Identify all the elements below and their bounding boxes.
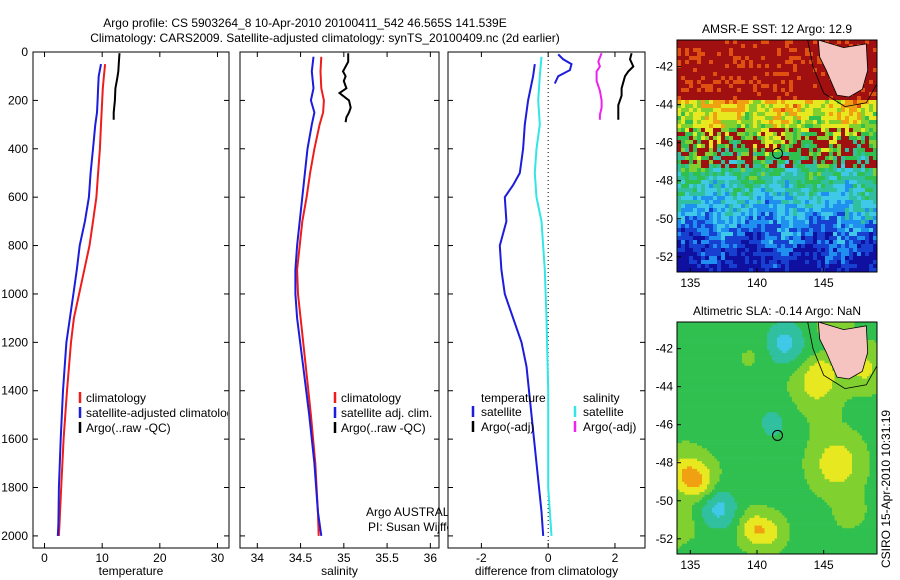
legend-label: climatology xyxy=(86,391,146,405)
y-tick-label: 1600 xyxy=(1,432,28,446)
x-tick-label: 145 xyxy=(814,558,834,572)
legend-label: Argo(..raw -QC) xyxy=(86,421,171,435)
series-line-argo--adj- xyxy=(595,52,603,120)
shelf-contour xyxy=(807,322,877,390)
series-line-argo---raw--qc- xyxy=(337,53,352,123)
y-tick-label: 800 xyxy=(8,239,28,253)
x-tick-label: 35 xyxy=(337,551,351,565)
sla-heatmap xyxy=(677,322,877,554)
map-panel-sst: AMSR-E SST: 12 Argo: 12.9 135 140 145 -42 -44… xyxy=(656,22,878,290)
shelf-contour xyxy=(807,40,877,108)
series-line-satellite xyxy=(498,63,545,536)
series-line-satellite-adjusted-climatology xyxy=(56,63,102,536)
series-line-satellite xyxy=(533,56,553,536)
plot-frame xyxy=(32,51,230,549)
x-tick-label: 20 xyxy=(153,551,167,565)
x-tick-label: 0 xyxy=(41,551,48,565)
x-tick-label: 140 xyxy=(747,558,767,572)
y-tick-label: -46 xyxy=(656,136,674,150)
series-line-satellite-adj--clim- xyxy=(294,56,323,537)
y-tick-label: -48 xyxy=(656,174,674,188)
x-tick-label: 135 xyxy=(680,558,700,572)
y-tick-label: -46 xyxy=(656,418,674,432)
legend-label: satellite-adjusted climatology xyxy=(86,406,239,420)
map-frame xyxy=(676,321,878,555)
x-axis-label: difference from climatology xyxy=(475,564,618,578)
x-tick-label: 35.5 xyxy=(375,551,399,565)
legend-heading: salinity xyxy=(583,391,620,405)
x-axis-label: salinity xyxy=(321,564,358,578)
y-tick-label: -44 xyxy=(656,380,674,394)
y-tick-label: -42 xyxy=(656,60,674,74)
y-tick-label: 1400 xyxy=(1,384,28,398)
x-tick-label: 34.5 xyxy=(289,551,313,565)
series-line-climatology xyxy=(296,56,325,536)
y-tick-label: -52 xyxy=(656,250,674,264)
legend-label: satellite xyxy=(481,405,522,419)
legend-label: Argo(..raw -QC) xyxy=(341,421,426,435)
y-tick-label: 600 xyxy=(8,190,28,204)
legend-label: satellite adj. clim. xyxy=(341,406,432,420)
figure-title-line-1: Argo profile: CS 5903264_8 10-Apr-2010 2… xyxy=(103,16,506,30)
x-tick-label: 2 xyxy=(612,551,619,565)
argo-float-marker xyxy=(772,429,784,441)
credit-label: CSIRO 15-Apr-2010 10:31:19 xyxy=(879,410,893,568)
profile-panel-salinity: 34 34.5 35 35.5 36 salinity climatologysatelli… xyxy=(239,51,462,578)
series-line-surface-spike xyxy=(553,53,573,84)
legend-label: satellite xyxy=(583,405,624,419)
tasmania-landmass xyxy=(817,322,869,380)
argo-float-marker xyxy=(772,147,784,159)
y-tick-label: -44 xyxy=(656,98,674,112)
figure-title-line-2: Climatology: CARS2009. Satellite-adjuste… xyxy=(90,31,560,45)
y-tick-label: 0 xyxy=(21,45,28,59)
x-axis-label: temperature xyxy=(99,564,164,578)
series-line-argo--adj- xyxy=(617,52,635,120)
plot-frame xyxy=(239,51,440,549)
annotation-text: Argo AUSTRALIA xyxy=(366,505,461,519)
y-tick-label: -52 xyxy=(656,532,674,546)
y-tick-label: 400 xyxy=(8,142,28,156)
legend-label: Argo(-adj) xyxy=(481,420,534,434)
y-tick-label: -50 xyxy=(656,494,674,508)
y-tick-label: -50 xyxy=(656,212,674,226)
x-tick-label: -2 xyxy=(476,551,487,565)
profile-panel-temperature: 0 10 20 30 0 200 400 600 800 1000 1200 1400 1600 1800… xyxy=(1,45,239,578)
x-tick-label: 34 xyxy=(251,551,265,565)
annotation-text: PI: Susan Wijffels xyxy=(368,520,462,534)
series-line-climatology xyxy=(57,64,107,536)
x-tick-label: 36 xyxy=(424,551,438,565)
map-title: AMSR-E SST: 12 Argo: 12.9 xyxy=(702,22,852,36)
y-tick-label: 1200 xyxy=(1,335,28,349)
map-panel-sla: Altimetric SLA: -0.14 Argo: NaN 135 140 145… xyxy=(656,304,878,572)
x-tick-label: 0 xyxy=(545,551,552,565)
map-title: Altimetric SLA: -0.14 Argo: NaN xyxy=(693,304,861,318)
y-tick-label: 1000 xyxy=(1,287,28,301)
x-tick-label: 135 xyxy=(680,276,700,290)
map-frame xyxy=(676,39,878,273)
tasmania-landmass xyxy=(817,40,869,98)
series-line-argo---raw--qc- xyxy=(112,53,121,120)
legend-label: Argo(-adj) xyxy=(583,420,636,434)
x-tick-label: 30 xyxy=(211,551,225,565)
y-tick-label: -48 xyxy=(656,456,674,470)
x-tick-label: 145 xyxy=(814,276,834,290)
x-tick-label: 140 xyxy=(747,276,767,290)
legend-heading: temperature xyxy=(481,391,546,405)
y-tick-label: 2000 xyxy=(1,529,28,543)
y-tick-label: 200 xyxy=(8,93,28,107)
x-tick-label: 10 xyxy=(95,551,109,565)
y-tick-label: -42 xyxy=(656,342,674,356)
legend-label: climatology xyxy=(341,391,401,405)
y-tick-label: 1800 xyxy=(1,481,28,495)
